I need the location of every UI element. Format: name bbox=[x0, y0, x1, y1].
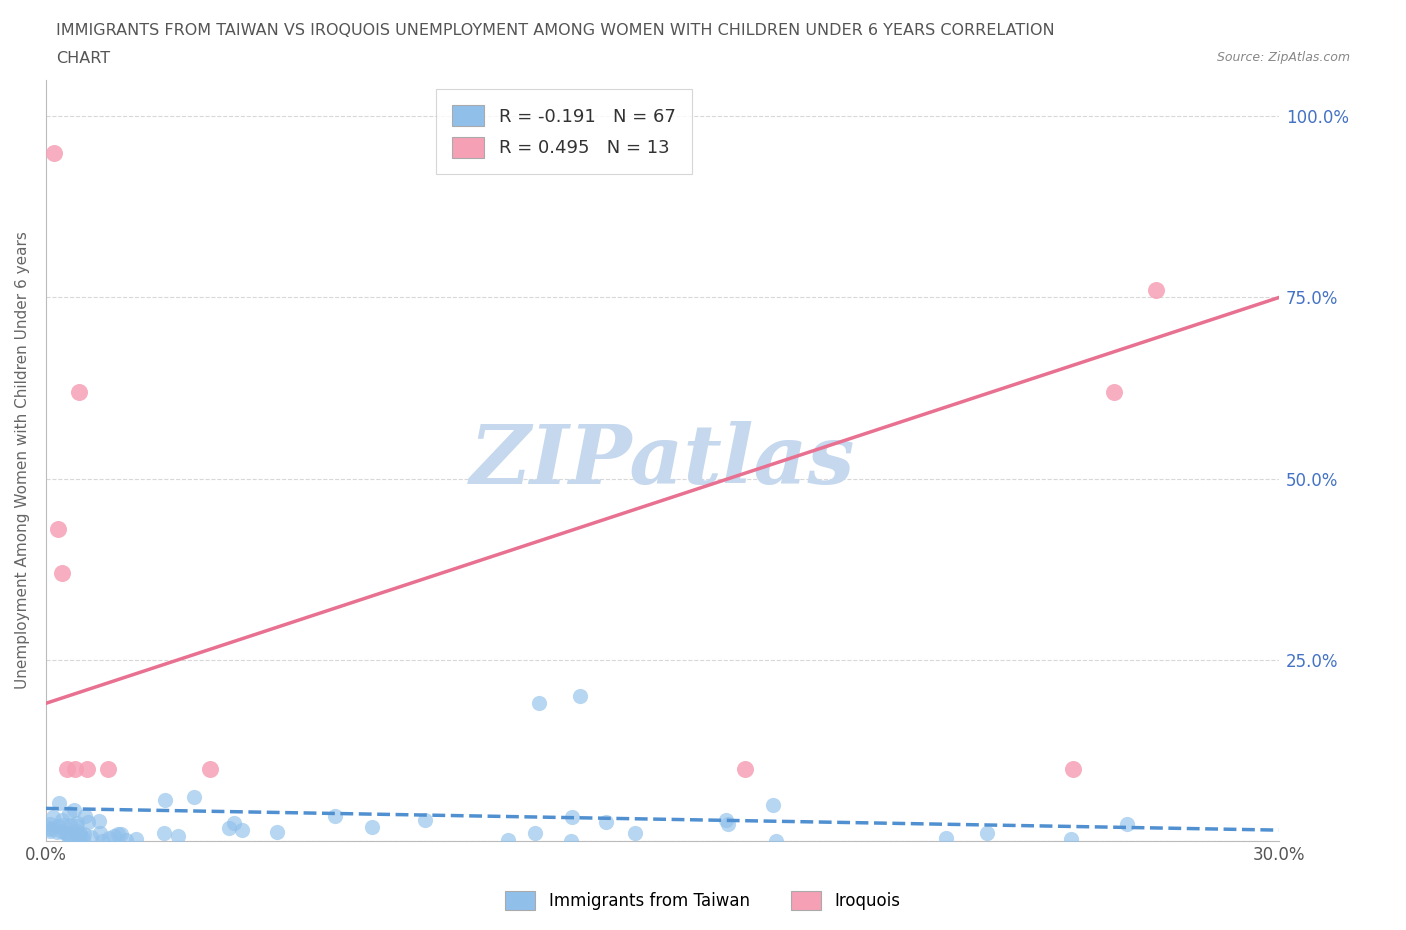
Point bbox=[560, 833, 582, 848]
Point bbox=[200, 761, 222, 776]
Point bbox=[72, 831, 94, 846]
Point bbox=[97, 761, 120, 776]
Point bbox=[65, 819, 87, 834]
Text: CHART: CHART bbox=[56, 51, 110, 66]
Point bbox=[39, 824, 62, 839]
Point bbox=[183, 790, 205, 804]
Point bbox=[153, 825, 176, 840]
Point bbox=[39, 817, 62, 831]
Point bbox=[73, 827, 96, 842]
Point bbox=[56, 826, 79, 841]
Text: ZIPatlas: ZIPatlas bbox=[470, 420, 855, 500]
Point bbox=[527, 696, 550, 711]
Point bbox=[67, 831, 90, 846]
Point bbox=[98, 830, 121, 845]
Point bbox=[67, 384, 90, 399]
Point bbox=[569, 688, 592, 703]
Point bbox=[65, 833, 87, 848]
Point bbox=[76, 761, 98, 776]
Point bbox=[77, 814, 100, 829]
Point bbox=[1144, 283, 1167, 298]
Point bbox=[523, 826, 546, 841]
Point bbox=[46, 818, 69, 833]
Point bbox=[48, 796, 70, 811]
Point bbox=[107, 827, 129, 842]
Point bbox=[91, 833, 114, 848]
Point bbox=[115, 832, 138, 847]
Point bbox=[561, 809, 583, 824]
Point bbox=[44, 145, 66, 160]
Point bbox=[52, 818, 75, 833]
Point bbox=[89, 826, 111, 841]
Point bbox=[63, 761, 86, 776]
Point bbox=[69, 827, 91, 842]
Point bbox=[75, 809, 97, 824]
Point bbox=[87, 814, 110, 829]
Point bbox=[1104, 384, 1126, 399]
Point bbox=[415, 813, 437, 828]
Point bbox=[765, 833, 787, 848]
Point bbox=[55, 761, 77, 776]
Point bbox=[976, 825, 998, 840]
Point bbox=[58, 829, 80, 844]
Point bbox=[125, 831, 148, 846]
Point bbox=[42, 809, 65, 824]
Text: Source: ZipAtlas.com: Source: ZipAtlas.com bbox=[1216, 51, 1350, 64]
Point bbox=[360, 820, 382, 835]
Point bbox=[1060, 831, 1083, 846]
Point bbox=[496, 832, 519, 847]
Point bbox=[59, 817, 82, 832]
Y-axis label: Unemployment Among Women with Children Under 6 years: Unemployment Among Women with Children U… bbox=[15, 232, 30, 689]
Point bbox=[58, 805, 80, 820]
Point bbox=[734, 761, 756, 776]
Point bbox=[103, 829, 125, 844]
Point bbox=[51, 824, 73, 839]
Legend: R = -0.191   N = 67, R = 0.495   N = 13: R = -0.191 N = 67, R = 0.495 N = 13 bbox=[436, 89, 692, 174]
Point bbox=[66, 816, 89, 830]
Point bbox=[65, 824, 87, 839]
Point bbox=[714, 813, 737, 828]
Point bbox=[66, 829, 89, 844]
Point bbox=[717, 817, 740, 831]
Point bbox=[325, 808, 347, 823]
Point bbox=[266, 825, 288, 840]
Point bbox=[624, 826, 647, 841]
Point bbox=[224, 816, 246, 830]
Point bbox=[80, 830, 103, 845]
Point bbox=[231, 822, 253, 837]
Point bbox=[110, 827, 132, 842]
Point bbox=[46, 825, 69, 840]
Legend: Immigrants from Taiwan, Iroquois: Immigrants from Taiwan, Iroquois bbox=[499, 884, 907, 917]
Point bbox=[46, 522, 69, 537]
Point bbox=[935, 830, 957, 845]
Point bbox=[51, 813, 73, 828]
Text: IMMIGRANTS FROM TAIWAN VS IROQUOIS UNEMPLOYMENT AMONG WOMEN WITH CHILDREN UNDER : IMMIGRANTS FROM TAIWAN VS IROQUOIS UNEMP… bbox=[56, 23, 1054, 38]
Point bbox=[39, 822, 62, 837]
Point bbox=[53, 826, 76, 841]
Point bbox=[595, 815, 617, 830]
Point bbox=[51, 565, 73, 580]
Point bbox=[39, 820, 62, 835]
Point bbox=[167, 829, 190, 844]
Point bbox=[69, 826, 91, 841]
Point bbox=[153, 793, 176, 808]
Point bbox=[218, 820, 240, 835]
Point bbox=[762, 797, 785, 812]
Point bbox=[1115, 817, 1137, 831]
Point bbox=[63, 803, 86, 817]
Point bbox=[1062, 761, 1084, 776]
Point bbox=[58, 828, 80, 843]
